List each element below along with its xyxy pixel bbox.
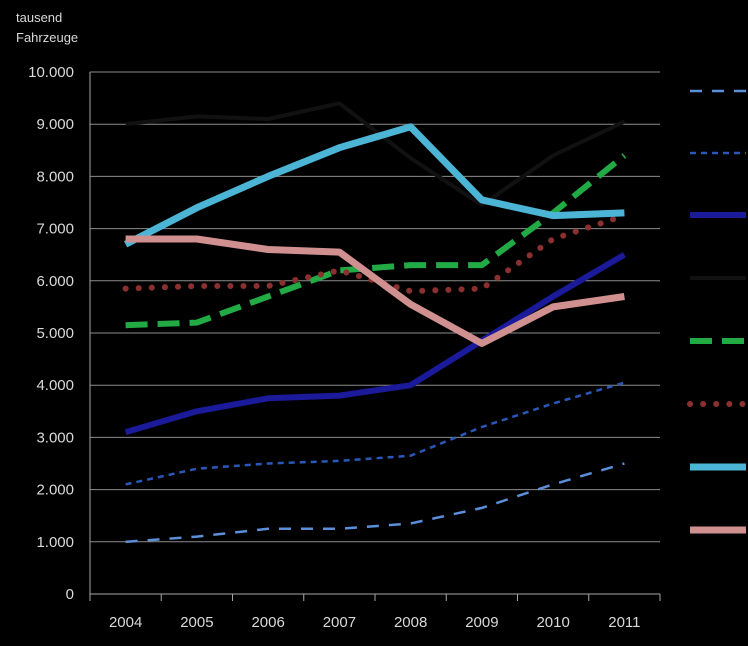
y-tick-label: 0 bbox=[66, 586, 74, 603]
series-lines bbox=[122, 101, 628, 544]
series-line-6 bbox=[122, 212, 628, 295]
y-tick-label: 6.000 bbox=[36, 273, 74, 290]
x-tick-label: 2004 bbox=[109, 614, 142, 631]
x-tick-label: 2006 bbox=[251, 614, 284, 631]
x-tick-label: 2009 bbox=[465, 614, 498, 631]
series-line-8 bbox=[125, 235, 625, 347]
series-line-4 bbox=[125, 101, 626, 208]
x-tick-label: 2010 bbox=[536, 614, 569, 631]
series-line-3 bbox=[124, 252, 626, 436]
x-tick-label: 2008 bbox=[394, 614, 427, 631]
series-line-7 bbox=[124, 123, 625, 248]
y-axis-tick-labels: 0 1.000 2.000 3.000 4.000 5.000 6.000 7.000 8.00… bbox=[28, 64, 74, 603]
x-tick-label: 2011 bbox=[608, 614, 640, 631]
y-axis-unit-label-line-1: tausend bbox=[16, 10, 63, 25]
series-line-1 bbox=[125, 462, 625, 544]
y-tick-label: 4.000 bbox=[36, 377, 74, 394]
y-tick-label: 7.000 bbox=[36, 221, 74, 238]
x-tick-label: 2007 bbox=[323, 614, 356, 631]
y-axis-unit-label-line-2: Fahrzeuge bbox=[16, 30, 79, 45]
y-tick-label: 10.000 bbox=[28, 64, 74, 81]
axes bbox=[89, 72, 661, 601]
x-axis-tick-labels: 2004 2005 2006 2007 2008 2009 2010 2011 bbox=[109, 614, 641, 631]
y-tick-label: 3.000 bbox=[36, 429, 74, 446]
y-tick-label: 2.000 bbox=[36, 482, 74, 499]
series-line-5 bbox=[125, 153, 627, 329]
y-tick-label: 8.000 bbox=[36, 168, 74, 185]
y-tick-label: 9.000 bbox=[36, 116, 74, 133]
y-tick-label: 5.000 bbox=[36, 325, 74, 342]
x-tick-label: 2005 bbox=[180, 614, 213, 631]
y-tick-label: 1.000 bbox=[36, 534, 74, 551]
legend bbox=[687, 89, 748, 534]
